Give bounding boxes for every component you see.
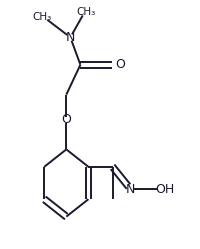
Text: CH₃: CH₃ xyxy=(32,12,52,22)
Text: N: N xyxy=(65,31,75,44)
Text: OH: OH xyxy=(154,183,174,196)
Text: N: N xyxy=(125,183,135,196)
Text: O: O xyxy=(61,113,71,126)
Text: CH₃: CH₃ xyxy=(76,7,96,17)
Text: O: O xyxy=(115,58,125,71)
